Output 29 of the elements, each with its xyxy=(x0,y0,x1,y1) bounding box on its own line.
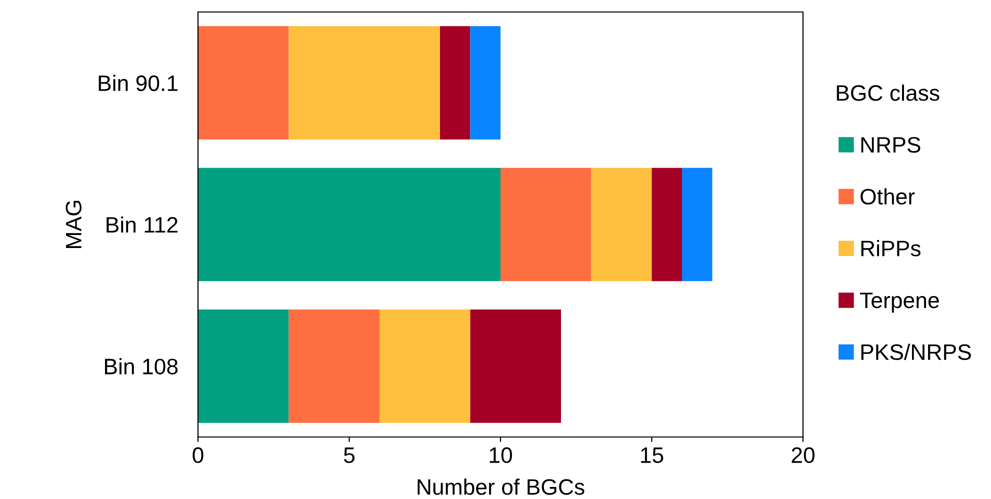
x-tick-label: 0 xyxy=(192,447,204,464)
y-tick-label: Bin 108 xyxy=(105,358,178,374)
bar xyxy=(288,26,440,140)
y-tick-label: Bin 112 xyxy=(106,216,178,233)
bar xyxy=(470,310,561,423)
bar xyxy=(652,168,682,282)
bar xyxy=(500,168,592,282)
y-axis-title: MAG xyxy=(66,200,82,248)
legend-label: Other xyxy=(860,188,915,205)
bar xyxy=(470,26,500,140)
x-tick-label: 15 xyxy=(641,448,664,464)
bar xyxy=(682,168,712,282)
y-tick-label: Bin 90.1 xyxy=(98,74,178,92)
bar xyxy=(198,310,289,423)
bar xyxy=(198,168,500,282)
bar xyxy=(591,168,652,282)
legend-label: Terpene xyxy=(860,292,939,313)
x-tick-label: 5 xyxy=(344,448,354,464)
bar xyxy=(198,26,289,140)
bar xyxy=(288,310,380,423)
x-tick-label: 20 xyxy=(792,447,814,464)
legend-title: BGC class xyxy=(836,84,940,101)
legend-label: PKS/NRPS xyxy=(861,344,971,360)
x-axis-title: Number of BGCs xyxy=(418,478,584,495)
legend-label: RiPPs xyxy=(861,240,920,256)
legend-label: NRPS xyxy=(861,136,920,153)
bar xyxy=(380,310,470,423)
x-tick-label: 10 xyxy=(490,447,512,464)
bar xyxy=(440,26,470,140)
